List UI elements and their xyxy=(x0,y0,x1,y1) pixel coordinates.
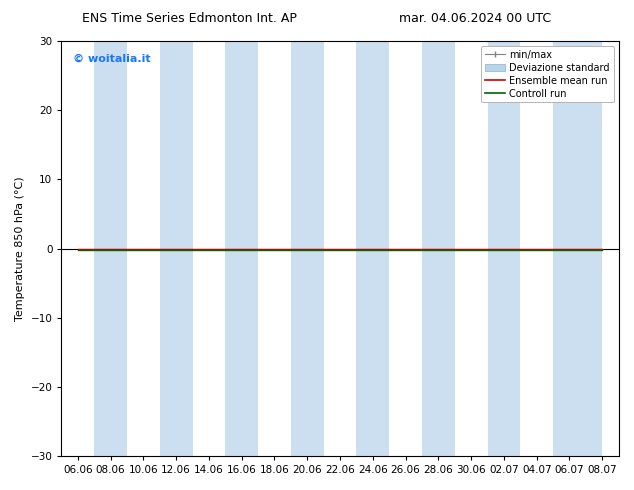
Bar xyxy=(488,41,521,456)
Bar xyxy=(291,41,324,456)
Bar xyxy=(586,41,602,456)
Text: © woitalia.it: © woitalia.it xyxy=(73,53,150,64)
Text: ENS Time Series Edmonton Int. AP: ENS Time Series Edmonton Int. AP xyxy=(82,12,297,25)
Bar xyxy=(225,41,258,456)
Bar xyxy=(422,41,455,456)
Legend: min/max, Deviazione standard, Ensemble mean run, Controll run: min/max, Deviazione standard, Ensemble m… xyxy=(481,46,614,102)
Bar xyxy=(94,41,127,456)
Bar xyxy=(356,41,389,456)
Bar xyxy=(160,41,193,456)
Text: mar. 04.06.2024 00 UTC: mar. 04.06.2024 00 UTC xyxy=(399,12,552,25)
Y-axis label: Temperature 850 hPa (°C): Temperature 850 hPa (°C) xyxy=(15,176,25,321)
Bar xyxy=(553,41,586,456)
